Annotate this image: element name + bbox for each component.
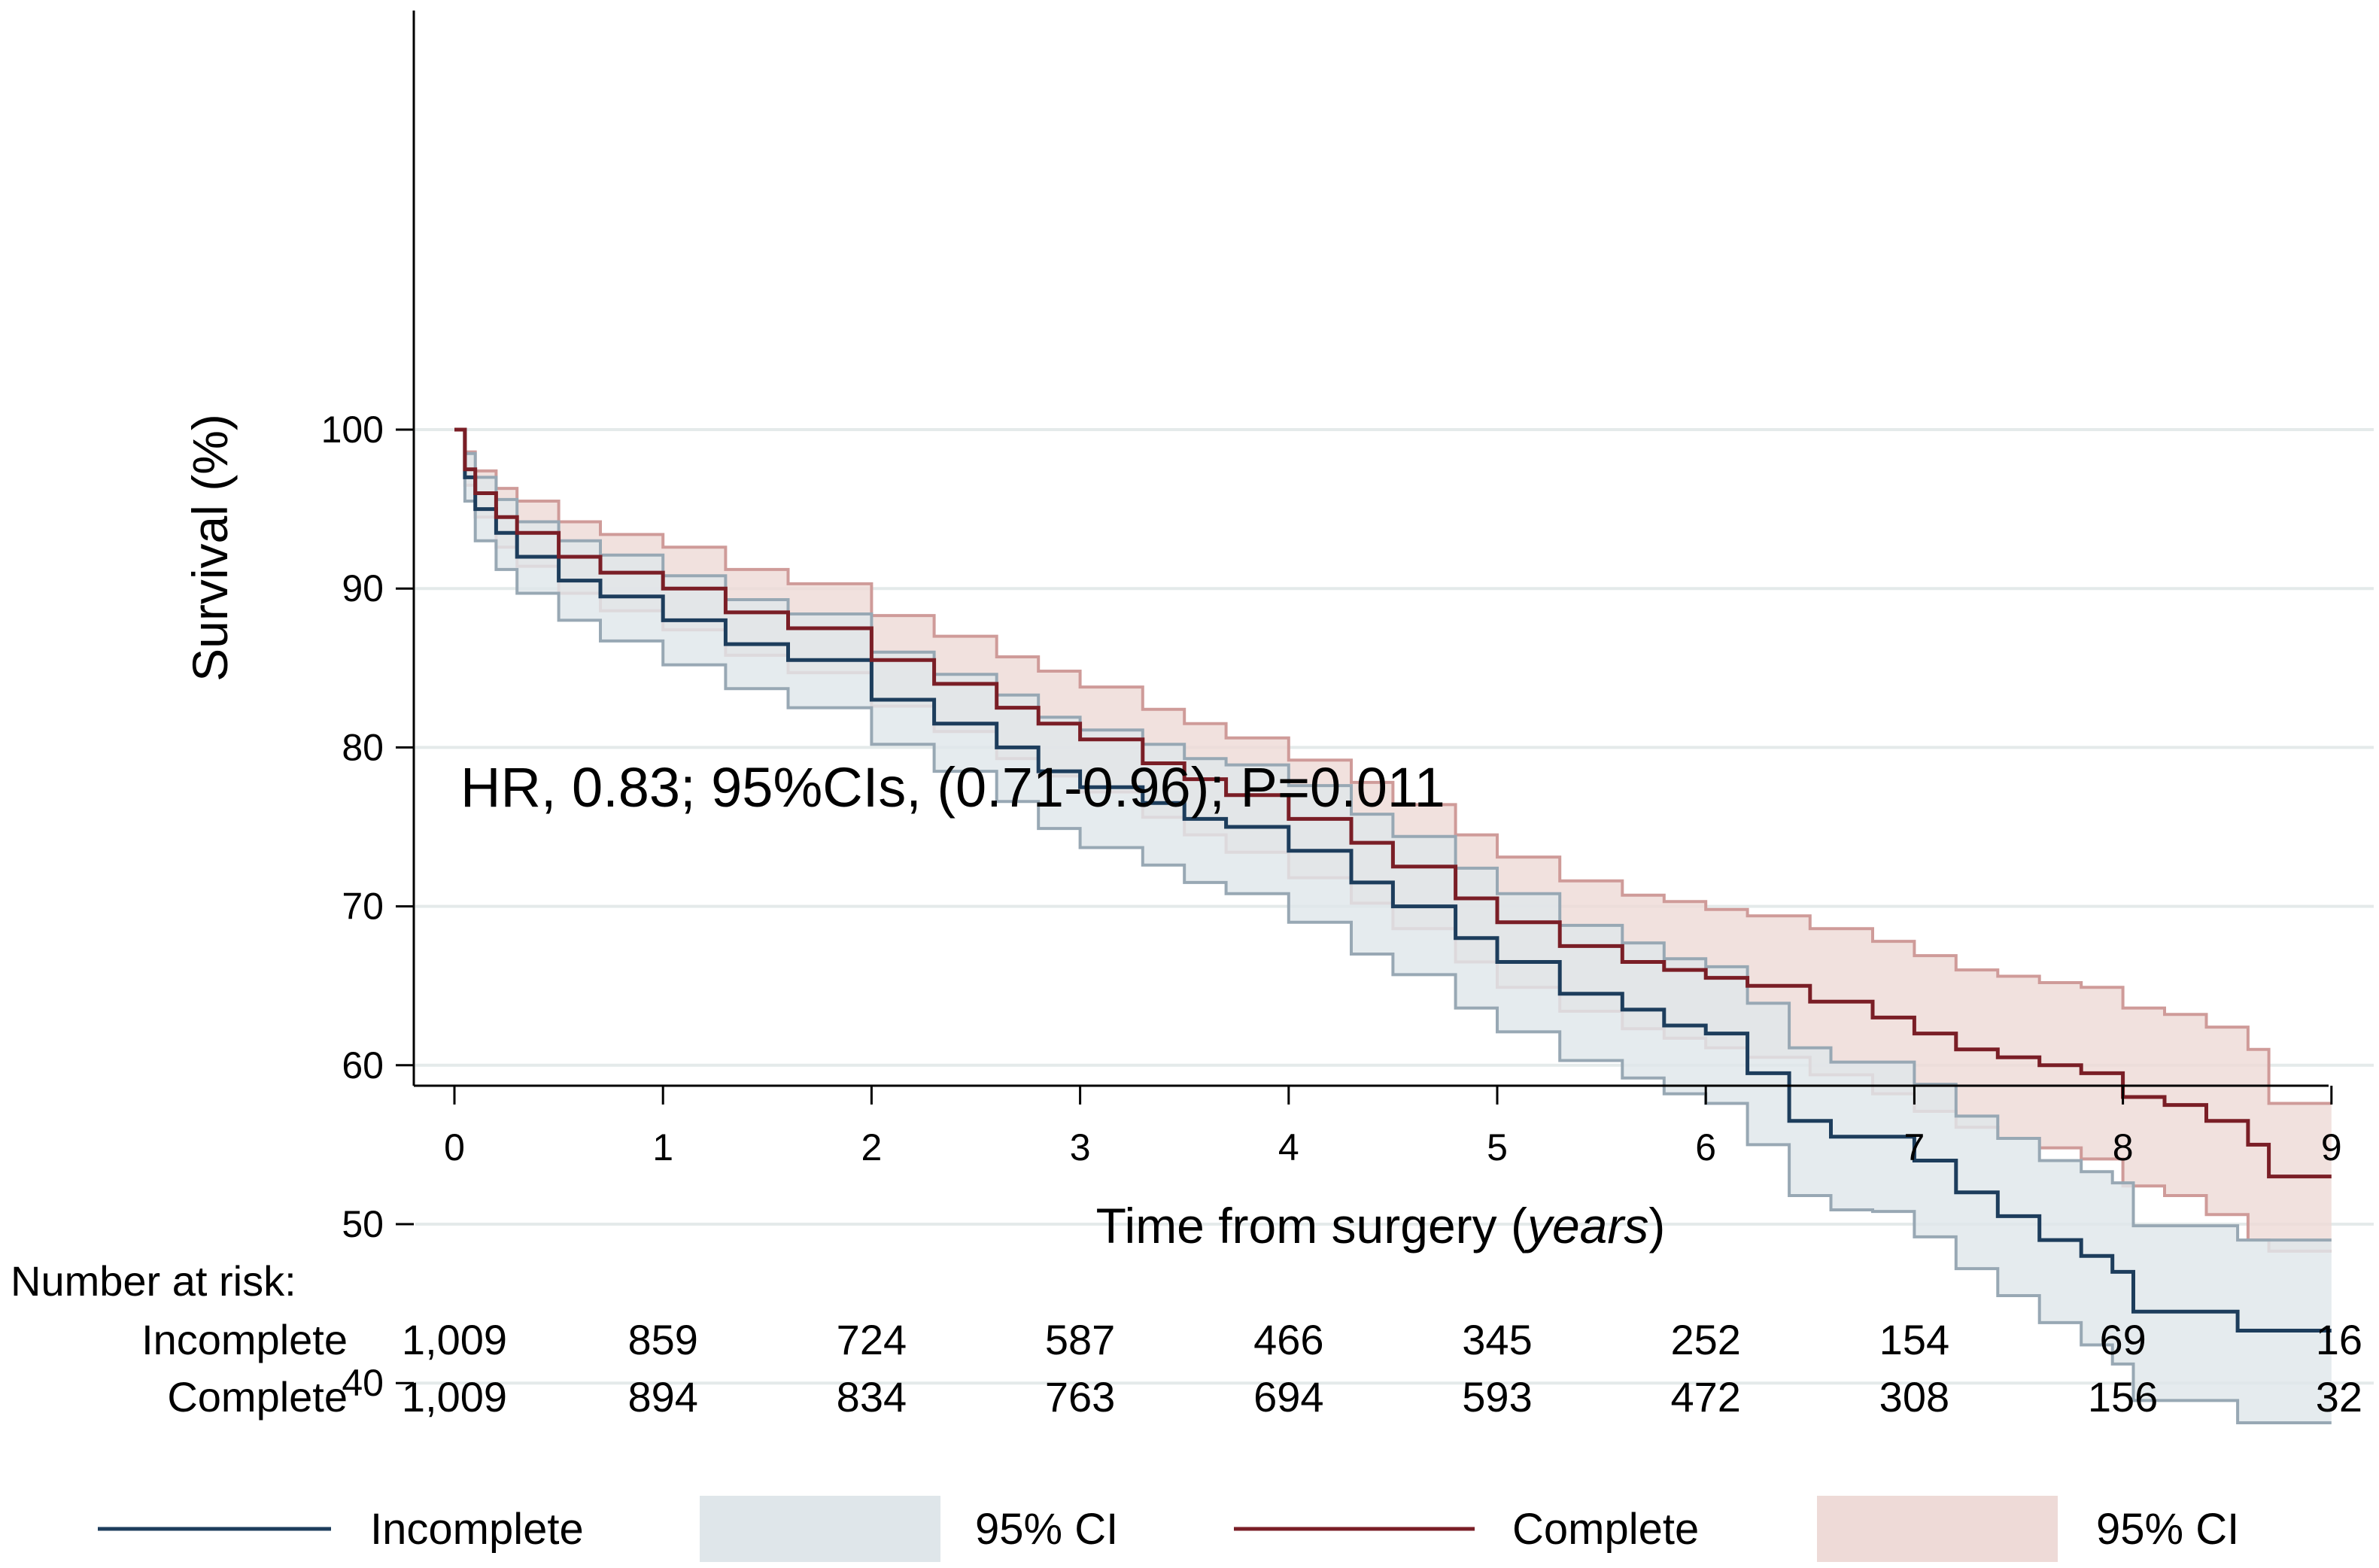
incomplete-ci-upper-edge bbox=[454, 428, 2332, 1242]
legend: Incomplete 95% CI Complete 95% CI bbox=[98, 1496, 2239, 1562]
incomplete-ci-lower-edge bbox=[454, 428, 2332, 1424]
legend-swatch-incomplete-ci bbox=[700, 1496, 940, 1562]
confidence-bands bbox=[454, 428, 2332, 1424]
risk-value: 252 bbox=[1670, 1316, 1740, 1363]
risk-value: 894 bbox=[627, 1373, 697, 1421]
y-tick-label-70: 70 bbox=[342, 886, 384, 928]
risk-row-label-incomplete: Incomplete bbox=[141, 1316, 348, 1363]
incomplete-survival-curve bbox=[454, 427, 2332, 1332]
y-tick-label-90: 90 bbox=[342, 567, 384, 609]
survival-curves bbox=[454, 427, 2332, 1332]
risk-value: 1,009 bbox=[402, 1316, 507, 1363]
x-tick-label-2: 2 bbox=[861, 1126, 882, 1168]
y-axis-title: Survival (%) bbox=[182, 414, 238, 682]
x-tick-label-6: 6 bbox=[1695, 1126, 1716, 1168]
risk-table: Incomplete 1,009 859 724 587 466 345 252 154 69 16… bbox=[141, 1316, 2362, 1421]
risk-value: 345 bbox=[1462, 1316, 1532, 1363]
y-tick-label-100: 100 bbox=[321, 409, 384, 451]
x-tick-label-3: 3 bbox=[1070, 1126, 1091, 1168]
y-tick-label-80: 80 bbox=[342, 726, 384, 768]
complete-ci-upper-edge bbox=[454, 428, 2332, 1105]
x-tick-label-0: 0 bbox=[444, 1126, 465, 1168]
legend-label-complete-line: Complete bbox=[1512, 1505, 1699, 1554]
x-tick-label-8: 8 bbox=[2113, 1126, 2134, 1168]
risk-value: 154 bbox=[1879, 1316, 1949, 1363]
risk-table-title: Number at risk: bbox=[11, 1257, 296, 1305]
risk-value: 593 bbox=[1462, 1373, 1532, 1421]
risk-value: 16 bbox=[2316, 1316, 2362, 1363]
legend-label-incomplete-line: Incomplete bbox=[370, 1505, 584, 1554]
legend-label-complete-area: 95% CI bbox=[2096, 1505, 2239, 1554]
risk-value: 156 bbox=[2088, 1373, 2158, 1421]
x-tick-label-1: 1 bbox=[652, 1126, 673, 1168]
risk-value: 694 bbox=[1253, 1373, 1323, 1421]
legend-label-incomplete-area: 95% CI bbox=[975, 1505, 1118, 1554]
x-tick-label-9: 9 bbox=[2321, 1126, 2342, 1168]
y-tick-label-60: 60 bbox=[342, 1044, 384, 1086]
complete-survival-curve bbox=[454, 427, 2332, 1179]
risk-value: 466 bbox=[1253, 1316, 1323, 1363]
risk-value: 1,009 bbox=[402, 1373, 507, 1421]
risk-value: 308 bbox=[1879, 1373, 1949, 1421]
incomplete-ci-band bbox=[454, 430, 2332, 1423]
gridlines bbox=[415, 428, 2374, 1385]
risk-value: 472 bbox=[1670, 1373, 1740, 1421]
risk-value: 834 bbox=[837, 1373, 907, 1421]
legend-swatch-complete-ci bbox=[1817, 1496, 2058, 1562]
x-tick-label-4: 4 bbox=[1278, 1126, 1299, 1168]
x-tick-label-5: 5 bbox=[1487, 1126, 1508, 1168]
risk-value: 32 bbox=[2316, 1373, 2362, 1421]
risk-value: 69 bbox=[2099, 1316, 2146, 1363]
x-tick-label-7: 7 bbox=[1904, 1126, 1925, 1168]
hazard-ratio-annotation: HR, 0.83; 95%CIs, (0.71-0.96); P=0.011 bbox=[460, 756, 1445, 819]
y-tick-label-40: 40 bbox=[342, 1362, 384, 1404]
y-tick-label-50: 50 bbox=[342, 1203, 384, 1245]
risk-value: 587 bbox=[1045, 1316, 1115, 1363]
risk-value: 859 bbox=[627, 1316, 697, 1363]
risk-value: 763 bbox=[1045, 1373, 1115, 1421]
x-axis-title: Time from surgery (years) bbox=[1096, 1198, 1666, 1253]
risk-row-label-complete: Complete bbox=[167, 1373, 348, 1421]
risk-value: 724 bbox=[837, 1316, 907, 1363]
